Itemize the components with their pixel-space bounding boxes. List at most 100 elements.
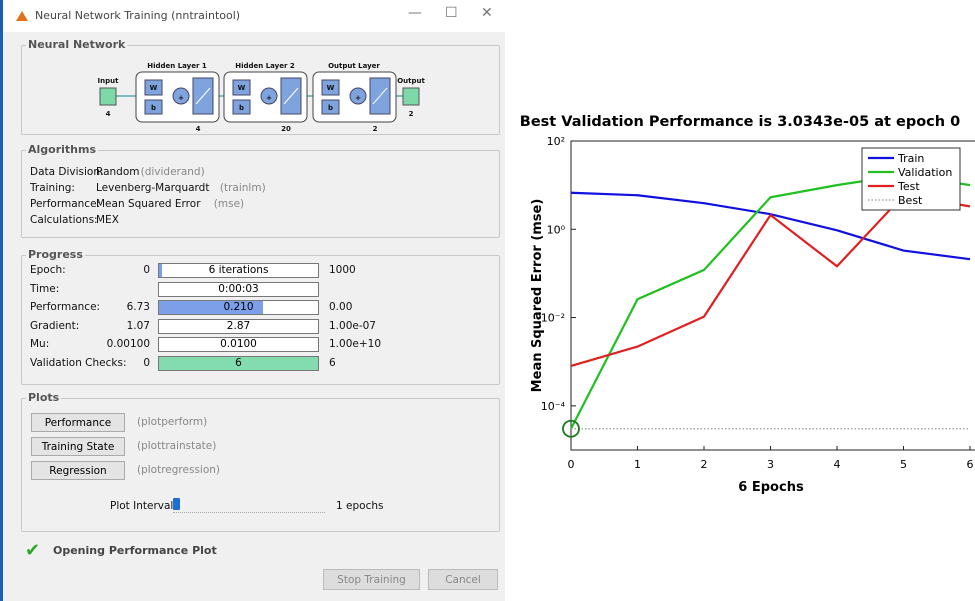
- button-label: Stop Training: [337, 574, 406, 586]
- row-start: 1.07: [126, 319, 150, 332]
- slider-thumb[interactable]: [173, 498, 180, 510]
- cancel-button[interactable]: Cancel: [428, 569, 498, 590]
- minimize[interactable]: —: [408, 5, 422, 21]
- layer-label: Output Layer: [328, 62, 380, 70]
- bias-box: [232, 99, 251, 115]
- section-title: Progress: [26, 248, 85, 261]
- algorithms-panel: Algorithms: [21, 143, 500, 238]
- layer-size: 20: [281, 125, 291, 133]
- transfer-curve: [195, 87, 211, 105]
- interval-value: 1 epochs: [336, 500, 384, 512]
- weight-box: [321, 79, 340, 96]
- y-tick-label: 10⁻⁴: [541, 400, 566, 413]
- row-end: 1.00e-07: [329, 319, 376, 332]
- bar-text: 0:00:03: [218, 282, 259, 295]
- x-tick-label: 0: [568, 458, 575, 471]
- performance-chart: Best Validation Performance is 3.0343e-0…: [520, 114, 975, 495]
- status-text: Opening Performance Plot: [53, 544, 217, 557]
- maximize[interactable]: ☐: [445, 5, 458, 21]
- output-node: [402, 87, 420, 106]
- title-bar: Neural Network Training (nntraintool) — …: [3, 0, 505, 32]
- plot-fn: (plottrainstate): [137, 440, 217, 452]
- weight-label: W: [327, 84, 335, 92]
- row-label: Validation Checks:: [30, 356, 127, 369]
- close[interactable]: ✕: [481, 5, 493, 21]
- row-value: Random: [96, 166, 140, 178]
- button-label: Cancel: [445, 574, 481, 586]
- bias-label: b: [151, 104, 156, 112]
- bar-text: 0.0100: [220, 338, 257, 350]
- window-title: Neural Network Training (nntraintool): [35, 9, 241, 22]
- legend-label: Test: [897, 180, 920, 193]
- row-value: MEX: [96, 214, 119, 226]
- bar-text: 6: [235, 356, 242, 369]
- sum-sign: +: [178, 94, 184, 102]
- row-end: 1000: [329, 264, 356, 276]
- row-label: Epoch:: [30, 264, 66, 276]
- plot-fn: (plotregression): [137, 464, 221, 476]
- x-axis-label: 6 Epochs: [738, 480, 804, 495]
- x-tick-label: 1: [634, 458, 641, 471]
- network-diagram: Input 4 Hidden Layer 1 4 Wb + Hidden Layer 2 20…: [98, 62, 426, 133]
- row-end: 1.00e+10: [329, 338, 381, 350]
- section-title: Neural Network: [26, 38, 128, 51]
- weight-label: W: [238, 84, 246, 92]
- y-tick-label: 10⁰: [547, 223, 566, 236]
- input-node: [99, 87, 117, 106]
- bar-fill: [159, 356, 318, 370]
- x-tick-label: 5: [900, 458, 907, 471]
- plot-button[interactable]: Performance: [31, 413, 125, 432]
- bar-fill: [159, 301, 263, 314]
- row-start: 0.00100: [106, 338, 150, 350]
- row-start: 6.73: [126, 301, 150, 313]
- interval-label: Plot Interval:: [110, 500, 177, 512]
- output-size: 2: [409, 110, 414, 118]
- section-title: Plots: [26, 391, 62, 404]
- sum-node: [172, 87, 190, 105]
- layer-label: Hidden Layer 1: [147, 62, 207, 70]
- row-label: Calculations:: [30, 214, 98, 226]
- row-fn: (trainlm): [219, 182, 266, 194]
- x-tick-label: 6: [967, 458, 974, 471]
- output-label: Output: [397, 77, 425, 85]
- row-label: Time:: [30, 282, 60, 295]
- plot-fn: (plotperform): [137, 416, 208, 428]
- row-label: Gradient:: [30, 319, 80, 332]
- row-value: Mean Squared Error: [96, 198, 201, 210]
- legend-label: Best: [898, 194, 923, 207]
- bias-label: b: [328, 104, 333, 112]
- bar-fill: [159, 264, 162, 277]
- bar-text: 2.87: [226, 319, 251, 332]
- weight-label: W: [150, 84, 158, 92]
- transfer-curve: [372, 87, 388, 105]
- sum-node: [260, 87, 278, 105]
- legend-label: Validation: [898, 166, 952, 179]
- row-fn: (mse): [213, 198, 245, 210]
- layer-label: Hidden Layer 2: [235, 62, 295, 70]
- bar-text: 6 iterations: [208, 264, 269, 276]
- input-size: 4: [106, 110, 111, 118]
- interval-slider[interactable]: [173, 498, 325, 513]
- input-label: Input: [98, 77, 120, 85]
- row-label: Mu:: [30, 338, 50, 350]
- bar: 0:00:03: [158, 281, 319, 297]
- plot-button[interactable]: Training State: [31, 437, 125, 456]
- bar: 2.87: [158, 318, 319, 334]
- row-label: Performance:: [30, 198, 101, 210]
- training-window: Neural Network Training (nntraintool) — …: [0, 0, 505, 601]
- plot-button[interactable]: Regression: [31, 461, 125, 480]
- row-label: Training:: [30, 182, 75, 194]
- y-axis-label: Mean Squared Error (mse): [530, 199, 545, 393]
- row-fn: (dividerand): [140, 166, 205, 178]
- row-label: Performance:: [30, 301, 101, 313]
- weight-box: [232, 79, 251, 96]
- row-end: 0.00: [329, 301, 353, 313]
- best-marker: [562, 419, 580, 438]
- layer-size: 2: [373, 125, 378, 133]
- sum-node: [349, 87, 367, 105]
- weight-box: [144, 79, 163, 96]
- x-tick-label: 4: [834, 458, 841, 471]
- stop-button[interactable]: Stop Training: [323, 569, 420, 590]
- bar: 6: [158, 355, 319, 371]
- row-start: 0: [143, 264, 150, 276]
